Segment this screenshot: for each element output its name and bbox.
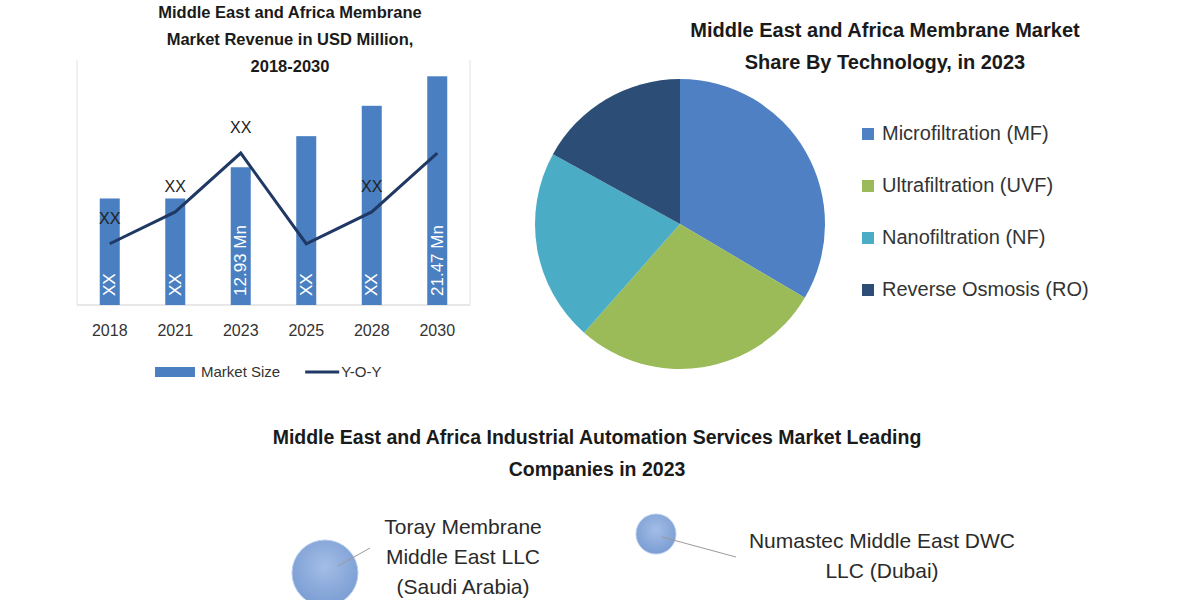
- line: [110, 153, 438, 244]
- x-tick-label: 2028: [354, 322, 390, 339]
- company-label: Toray Membrane Middle East LLC (Saudi Arab…: [384, 515, 542, 598]
- bar: [231, 167, 251, 305]
- legend-swatch: [862, 284, 874, 296]
- text-line: Middle East and Africa Membrane: [158, 3, 421, 21]
- legend-label: Microfiltration (MF): [882, 122, 1049, 144]
- canvas: Middle East and Africa Membrane Market Re…: [0, 0, 1200, 600]
- data-labels: XX XX 12.93 Mn XX XX 21.47 Mn XX XX XX XX: [99, 119, 447, 296]
- bar: [296, 136, 316, 305]
- bar-label: 12.93 Mn: [231, 225, 250, 296]
- legend-swatch: [305, 371, 339, 374]
- text-line: Middle East LLC: [386, 545, 540, 568]
- text-line: (Saudi Arabia): [396, 575, 529, 598]
- text-line: Numastec Middle East DWC: [749, 529, 1015, 552]
- pie: [535, 79, 825, 369]
- text-line: Market Revenue in USD Million,: [167, 30, 414, 48]
- company-bubble: [636, 514, 676, 554]
- connector: [662, 537, 736, 557]
- y2-axis-line: [470, 60, 471, 305]
- text-line: Toray Membrane: [384, 515, 542, 538]
- x-tick-label: 2021: [157, 322, 193, 339]
- x-tick-label: 2023: [223, 322, 259, 339]
- line-label: XX: [165, 178, 187, 195]
- legend-swatch: [155, 367, 195, 377]
- legend-label: Market Size: [201, 363, 280, 380]
- text-line: 2018-2030: [251, 57, 330, 75]
- company-bubble: [292, 540, 358, 600]
- pie-slice: [553, 79, 680, 224]
- x-tick-label: 2025: [288, 322, 324, 339]
- legend-label: Nanofiltration (NF): [882, 226, 1045, 248]
- bar-label: 21.47 Mn: [428, 225, 447, 296]
- line-label: XX: [99, 210, 121, 227]
- y-axis-line: [77, 60, 78, 305]
- line-label: XX: [361, 178, 383, 195]
- text-line: Middle East and Africa Membrane Market: [690, 19, 1080, 41]
- text-line: Share By Technology, in 2023: [745, 51, 1025, 73]
- text-line: Middle East and Africa Industrial Automa…: [273, 426, 922, 448]
- bar-label: XX: [166, 273, 185, 296]
- x-tick-label: 2018: [92, 322, 128, 339]
- line-label: XX: [230, 119, 252, 136]
- plot-area: [100, 76, 448, 305]
- x-tick-label: 2030: [419, 322, 455, 339]
- chart-title: Middle East and Africa Membrane Market Sh…: [690, 19, 1080, 73]
- chart-title: Middle East and Africa Membrane Market Re…: [158, 3, 421, 75]
- text-line: LLC (Dubai): [825, 559, 938, 582]
- bar: [100, 198, 120, 305]
- legend-label: Y-O-Y: [341, 363, 381, 380]
- legend-label: Ultrafiltration (UVF): [882, 174, 1053, 196]
- company-label: Numastec Middle East DWC LLC (Dubai): [749, 529, 1015, 582]
- text-line: Companies in 2023: [509, 458, 686, 480]
- bar-label: XX: [297, 273, 316, 296]
- bar-label: XX: [100, 273, 119, 296]
- x-axis-line: [77, 305, 470, 306]
- legend-swatch: [862, 128, 874, 140]
- legend-swatch: [862, 180, 874, 192]
- bar: [427, 76, 447, 305]
- connector: [338, 548, 370, 566]
- background: [0, 0, 1200, 600]
- panel-title: Middle East and Africa Industrial Automa…: [273, 426, 922, 480]
- legend-label: Reverse Osmosis (RO): [882, 278, 1089, 300]
- legend-swatch: [862, 232, 874, 244]
- page: {"chart_data": [ {"type": "bar", "title"…: [0, 0, 1200, 600]
- bar-label: XX: [362, 273, 381, 296]
